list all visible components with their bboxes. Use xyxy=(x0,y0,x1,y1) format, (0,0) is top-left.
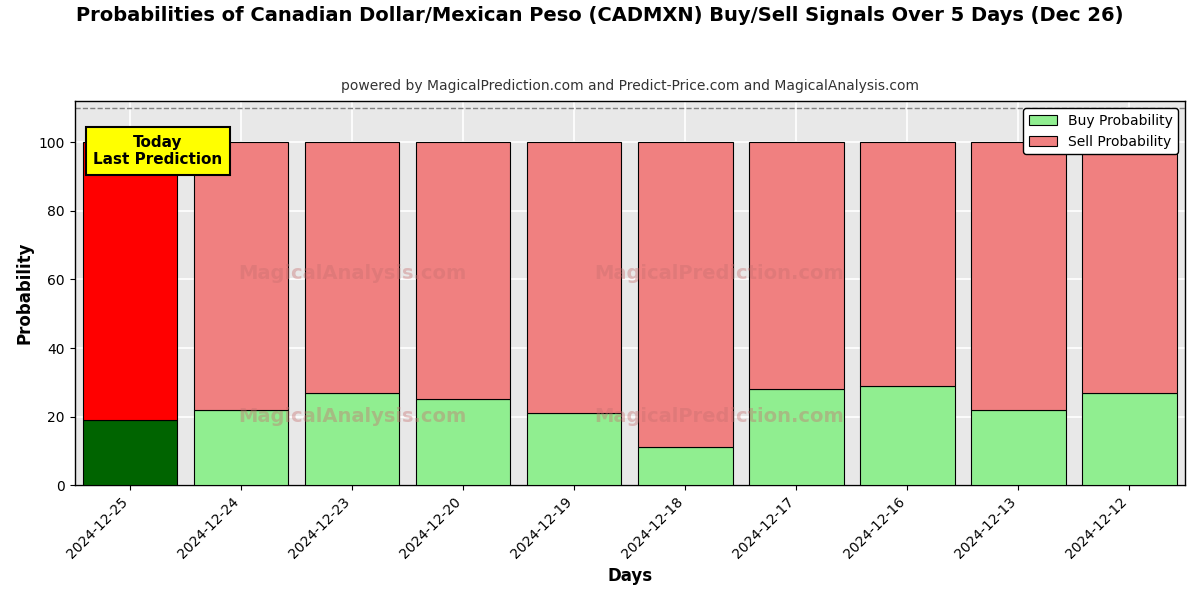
X-axis label: Days: Days xyxy=(607,567,653,585)
Bar xyxy=(527,142,622,413)
Bar xyxy=(194,142,288,410)
Bar xyxy=(749,389,844,485)
Bar xyxy=(194,410,288,485)
Text: Probabilities of Canadian Dollar/Mexican Peso (CADMXN) Buy/Sell Signals Over 5 D: Probabilities of Canadian Dollar/Mexican… xyxy=(77,6,1123,25)
Bar xyxy=(305,392,400,485)
Bar xyxy=(416,400,510,485)
Bar xyxy=(83,420,178,485)
Bar xyxy=(860,142,955,386)
Bar xyxy=(305,142,400,392)
Text: MagicalAnalysis.com: MagicalAnalysis.com xyxy=(238,265,467,283)
Bar xyxy=(527,413,622,485)
Y-axis label: Probability: Probability xyxy=(16,242,34,344)
Bar xyxy=(638,448,732,485)
Text: MagicalAnalysis.com: MagicalAnalysis.com xyxy=(238,407,467,425)
Text: MagicalPrediction.com: MagicalPrediction.com xyxy=(594,265,844,283)
Text: Today
Last Prediction: Today Last Prediction xyxy=(94,135,222,167)
Bar xyxy=(1082,142,1177,392)
Bar xyxy=(749,142,844,389)
Bar xyxy=(971,142,1066,410)
Bar xyxy=(416,142,510,400)
Title: powered by MagicalPrediction.com and Predict-Price.com and MagicalAnalysis.com: powered by MagicalPrediction.com and Pre… xyxy=(341,79,919,93)
Bar xyxy=(860,386,955,485)
Bar xyxy=(1082,392,1177,485)
Legend: Buy Probability, Sell Probability: Buy Probability, Sell Probability xyxy=(1024,108,1178,154)
Bar xyxy=(638,142,732,448)
Bar xyxy=(971,410,1066,485)
Bar xyxy=(83,142,178,420)
Text: MagicalPrediction.com: MagicalPrediction.com xyxy=(594,407,844,425)
